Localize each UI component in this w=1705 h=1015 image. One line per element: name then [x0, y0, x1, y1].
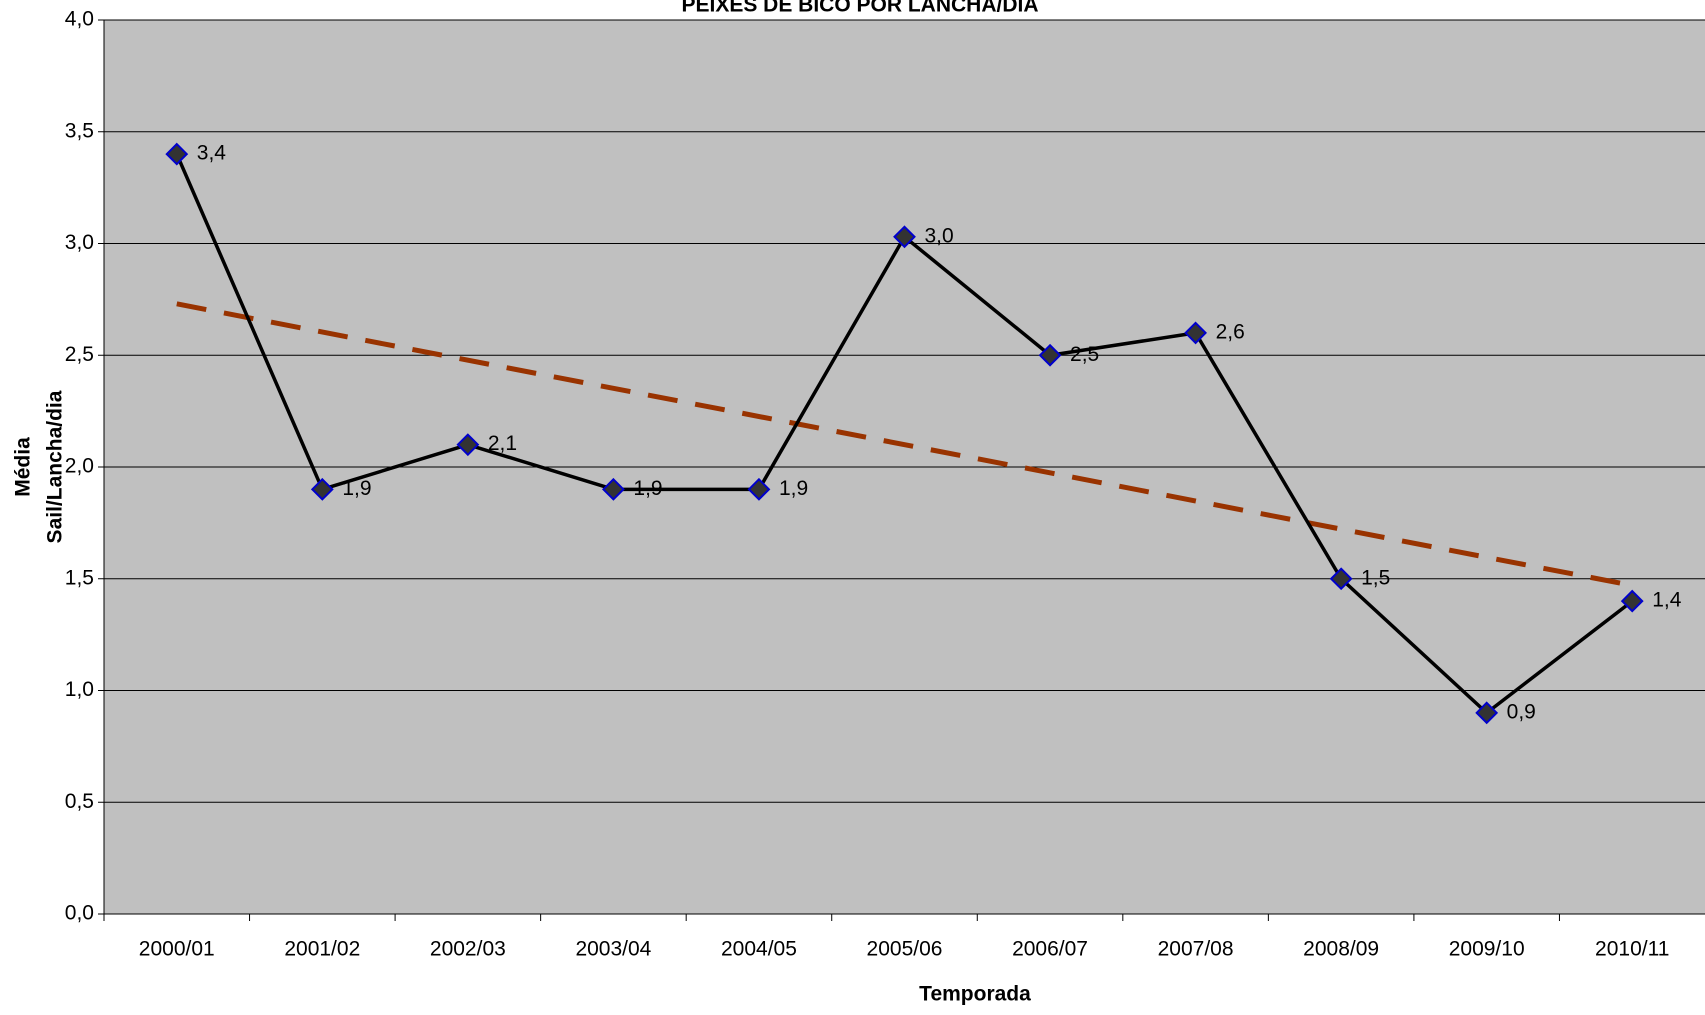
marker [747, 477, 771, 501]
x-tick-label: 2003/04 [575, 938, 651, 961]
x-tick-label: 2004/05 [721, 938, 797, 961]
y-axis-label: Sail/Lancha/dia [44, 390, 67, 543]
x-tick-label: 2006/07 [1012, 938, 1088, 961]
y-tick-label: 0,0 [65, 902, 94, 925]
y-tick-label: 4,0 [65, 8, 94, 31]
x-tick-label: 2010/11 [1595, 938, 1669, 961]
marker [456, 433, 480, 457]
y-axis-label: Média [12, 437, 35, 497]
chart-title: PEIXES DE BICO POR LANCHA/DIA [681, 0, 1038, 17]
y-tick-label: 1,0 [65, 678, 94, 701]
data-label: 1,5 [1361, 566, 1390, 589]
y-tick-label: 1,5 [65, 566, 94, 589]
data-label: 2,1 [488, 432, 517, 455]
marker [310, 477, 334, 501]
x-tick-label: 2007/08 [1158, 938, 1234, 961]
marker [1038, 343, 1062, 367]
data-label: 1,9 [779, 477, 808, 500]
data-label: 2,5 [1070, 343, 1099, 366]
x-tick-label: 2008/09 [1303, 938, 1379, 961]
y-tick-label: 2,5 [65, 343, 94, 366]
marker [1620, 589, 1644, 613]
data-label: 1,4 [1652, 589, 1682, 612]
y-tick-label: 2,0 [65, 455, 94, 478]
marker [893, 225, 916, 249]
data-label: 1,9 [633, 477, 662, 500]
marker [1475, 701, 1499, 725]
data-label: 1,9 [342, 477, 371, 500]
x-tick-label: 2005/06 [867, 938, 943, 961]
x-tick-label: 2002/03 [430, 938, 506, 961]
marker [165, 142, 189, 166]
x-tick-label: 2009/10 [1449, 938, 1525, 961]
data-label: 0,9 [1507, 700, 1536, 723]
data-label: 3,4 [197, 142, 227, 165]
trend-line [176, 301, 1633, 588]
y-tick-label: 3,5 [65, 119, 94, 142]
y-tick-label: 3,0 [65, 231, 94, 254]
x-tick-label: 2000/01 [139, 938, 215, 961]
x-axis-label: Temporada [919, 983, 1031, 1006]
data-label: 3,0 [925, 224, 954, 247]
data-label: 2,6 [1216, 320, 1245, 343]
marker [1184, 321, 1208, 345]
x-tick-label: 2001/02 [284, 938, 360, 961]
marker [601, 477, 625, 501]
y-tick-label: 0,5 [65, 790, 94, 813]
marker [1329, 567, 1353, 591]
